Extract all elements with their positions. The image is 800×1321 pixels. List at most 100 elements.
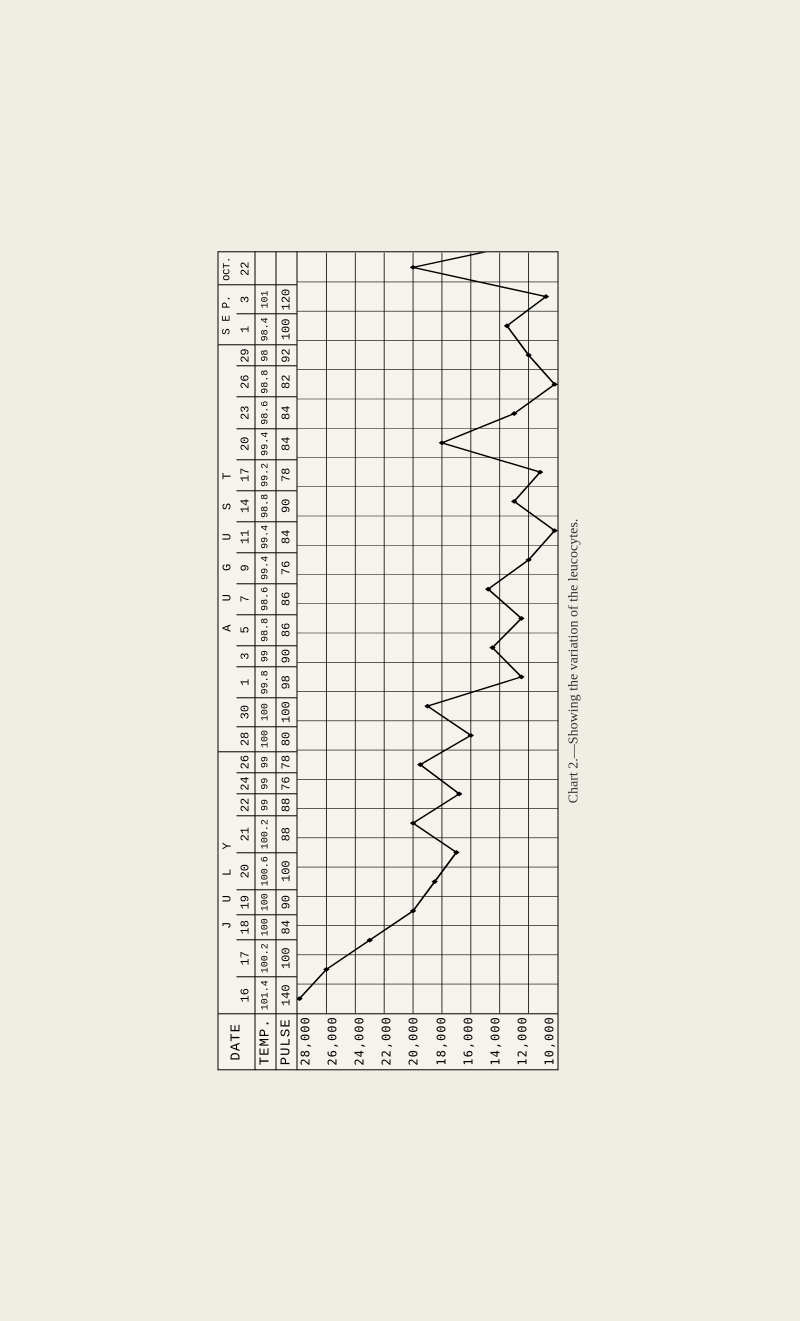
pulse-cell: 140 (276, 976, 297, 1013)
temp-header: TEMP. (255, 1013, 276, 1069)
date-header: DATE (218, 1013, 255, 1069)
date-cell: 20 (237, 852, 256, 889)
chart-row: 28,000 26,000 24,000 22,000 20,000 18,000 16,0… (297, 252, 558, 1070)
pulse-cell (276, 252, 297, 285)
date-cell: 20 (237, 428, 256, 459)
date-cell: 26 (237, 751, 256, 772)
date-cell: 22 (237, 794, 256, 815)
date-cell: 23 (237, 397, 256, 428)
temp-cell: 98.8 (255, 490, 276, 521)
y-axis-label: 28,000 (300, 1016, 312, 1067)
temp-cell: 100 (255, 697, 276, 726)
temp-cell (255, 252, 276, 285)
pulse-cell: 82 (276, 366, 297, 397)
temp-cell: 100 (255, 726, 276, 751)
temp-cell: 99.4 (255, 552, 276, 583)
date-cell: 1 (237, 313, 256, 344)
y-axis-label: 12,000 (516, 1016, 528, 1067)
date-cell: 1 (237, 666, 256, 697)
pulse-cell: 78 (276, 459, 297, 490)
pulse-cell: 92 (276, 344, 297, 365)
date-cell: 30 (237, 697, 256, 726)
date-cell: 29 (237, 344, 256, 365)
pulse-cell: 100 (276, 852, 297, 889)
pulse-cell: 90 (276, 889, 297, 914)
temp-cell: 98.4 (255, 313, 276, 344)
temp-cell: 100.2 (255, 815, 276, 852)
temp-cell: 98.8 (255, 614, 276, 645)
pulse-cell: 84 (276, 428, 297, 459)
temp-cell: 99 (255, 751, 276, 772)
y-axis-header: 28,000 26,000 24,000 22,000 20,000 18,000 16,0… (297, 1013, 558, 1069)
temp-row: TEMP. 101.4100.2100100100.6100.299999910… (255, 252, 276, 1070)
pulse-cell: 84 (276, 397, 297, 428)
date-cell: 19 (237, 889, 256, 914)
pulse-cell: 100 (276, 939, 297, 976)
pulse-cell: 100 (276, 313, 297, 344)
date-cell: 9 (237, 552, 256, 583)
date-row: 1617181920212224262830135791114172023262… (237, 252, 256, 1070)
pulse-cell: 86 (276, 614, 297, 645)
pulse-cell: 76 (276, 772, 297, 793)
month-cell: S E P. (218, 285, 237, 345)
pulse-cell: 98 (276, 666, 297, 697)
temp-cell: 98.6 (255, 397, 276, 428)
y-axis-label: 14,000 (489, 1016, 501, 1067)
pulse-cell: 90 (276, 645, 297, 666)
temp-cell: 99 (255, 645, 276, 666)
date-cell: 3 (237, 645, 256, 666)
month-cell: A U G U S T (218, 344, 237, 751)
y-axis-label: 24,000 (354, 1016, 366, 1067)
date-cell: 7 (237, 583, 256, 614)
date-cell: 21 (237, 815, 256, 852)
date-cell: 5 (237, 614, 256, 645)
y-axis-label: 26,000 (327, 1016, 339, 1067)
temp-cell: 100.2 (255, 939, 276, 976)
temp-cell: 101.4 (255, 976, 276, 1013)
date-cell: 3 (237, 285, 256, 314)
pulse-cell: 84 (276, 521, 297, 552)
temp-cell: 100.6 (255, 852, 276, 889)
pulse-cell: 80 (276, 726, 297, 751)
month-cell: J U L Y (218, 751, 237, 1013)
date-cell: 17 (237, 939, 256, 976)
temp-cell: 101 (255, 285, 276, 314)
chart-area (297, 252, 558, 1014)
pulse-cell: 78 (276, 751, 297, 772)
temp-cell: 98.8 (255, 366, 276, 397)
pulse-cell: 86 (276, 583, 297, 614)
temp-cell: 100 (255, 914, 276, 939)
pulse-header: PULSE (276, 1013, 297, 1069)
pulse-row: PULSE 1401008490100888876788010098908686… (276, 252, 297, 1070)
date-cell: 11 (237, 521, 256, 552)
temp-cell: 98 (255, 344, 276, 365)
date-cell: 22 (237, 252, 256, 285)
pulse-cell: 120 (276, 285, 297, 314)
y-axis-label: 18,000 (435, 1016, 447, 1067)
date-cell: 26 (237, 366, 256, 397)
temp-cell: 99.4 (255, 521, 276, 552)
y-axis-label: 10,000 (543, 1016, 555, 1067)
date-cell: 28 (237, 726, 256, 751)
date-cell: 14 (237, 490, 256, 521)
date-cell: 17 (237, 459, 256, 490)
pulse-cell: 88 (276, 815, 297, 852)
pulse-cell: 84 (276, 914, 297, 939)
pulse-cell: 88 (276, 794, 297, 815)
y-axis-label: 22,000 (381, 1016, 393, 1067)
date-cell: 18 (237, 914, 256, 939)
chart-caption: Chart 2.—Showing the variation of the le… (567, 251, 583, 1070)
temp-cell: 98.6 (255, 583, 276, 614)
date-cell: 24 (237, 772, 256, 793)
pulse-cell: 90 (276, 490, 297, 521)
temp-cell: 99.8 (255, 666, 276, 697)
pulse-cell: 76 (276, 552, 297, 583)
temp-cell: 99 (255, 794, 276, 815)
pulse-cell: 100 (276, 697, 297, 726)
month-cell: OCT. (218, 252, 237, 285)
date-cell: 16 (237, 976, 256, 1013)
y-axis-label: 16,000 (462, 1016, 474, 1067)
leucocyte-chart (298, 252, 558, 1013)
y-axis-label: 20,000 (408, 1016, 420, 1067)
temp-cell: 99.4 (255, 428, 276, 459)
